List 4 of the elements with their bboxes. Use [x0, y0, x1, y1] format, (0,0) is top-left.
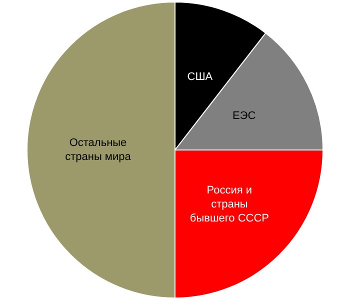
slice-label: США [187, 71, 214, 84]
slice-label: Россия и страны бывшего СССР [190, 184, 269, 224]
slice-label: ЕЭС [232, 110, 256, 122]
slice-label: Остальные страны мира [65, 137, 132, 163]
